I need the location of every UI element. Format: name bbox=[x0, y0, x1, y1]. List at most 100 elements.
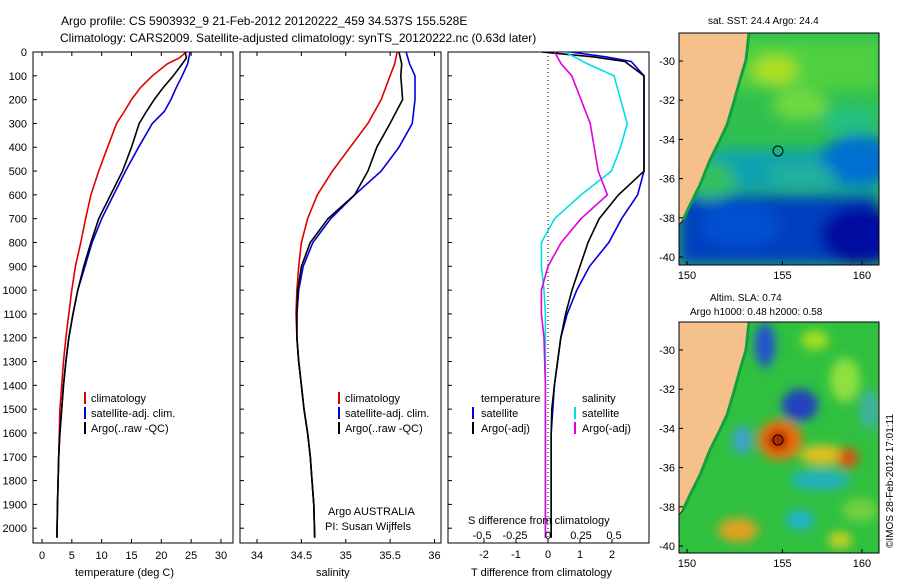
lat-tick-label: -36 bbox=[659, 174, 675, 186]
depth-tick-label: 500 bbox=[9, 166, 27, 178]
sst-map-title: sat. SST: 24.4 Argo: 24.4 bbox=[708, 16, 819, 27]
difference-panel-frame bbox=[447, 51, 650, 544]
s-tick-label: 0.5 bbox=[606, 530, 621, 542]
sla-argo-marker bbox=[772, 434, 784, 446]
s-tick-label: -0.25 bbox=[502, 530, 527, 542]
sla-map-frame bbox=[678, 321, 880, 554]
lat-tick-label: -38 bbox=[659, 502, 675, 514]
legend-temperature-title: temperature bbox=[481, 393, 540, 405]
temperature-panel-frame bbox=[32, 51, 234, 544]
depth-tick-label: 1700 bbox=[3, 452, 27, 464]
depth-tick-label: 700 bbox=[9, 214, 27, 226]
annotation-argo-australia: Argo AUSTRALIA bbox=[328, 506, 415, 518]
x-tick-label: 25 bbox=[185, 550, 197, 562]
lat-tick-label: -40 bbox=[659, 252, 675, 264]
sla-map-field bbox=[679, 322, 879, 553]
lon-tick-label: 160 bbox=[853, 558, 871, 570]
x-tick-label: 20 bbox=[155, 550, 167, 562]
sla-map-ticks: 150 155 160 -30 -32 -34 -36 -38 -40 bbox=[659, 345, 871, 570]
salinity-legend: climatology satellite-adj. clim. Argo(..… bbox=[338, 392, 429, 435]
s-difference-xlabel: S difference from climatology bbox=[468, 515, 610, 527]
title-line-1: Argo profile: CS 5903932_9 21-Feb-2012 2… bbox=[61, 14, 467, 28]
lat-tick-label: -30 bbox=[659, 345, 675, 357]
series-salinity-satellite bbox=[540, 52, 629, 538]
salinity-panel: 34 34.5 35 35.5 36 salinity climatology sate… bbox=[239, 51, 442, 579]
x-tick-label: 30 bbox=[215, 550, 227, 562]
x-tick-label: 2 bbox=[609, 549, 615, 561]
sst-map-field bbox=[679, 33, 879, 265]
x-tick-label: -1 bbox=[511, 549, 521, 561]
depth-tick-label: 600 bbox=[9, 190, 27, 202]
temperature-panel: 0 5 10 15 20 25 30 temperature (deg C) climato… bbox=[32, 51, 234, 579]
legend-satellite: satellite-adj. clim. bbox=[91, 408, 175, 420]
sla-map-title-2: Argo h1000: 0.48 h2000: 0.58 bbox=[690, 307, 823, 318]
salinity-ticks: 34 34.5 35 35.5 36 bbox=[240, 51, 441, 562]
x-tick-label: 35 bbox=[340, 550, 352, 562]
depth-tick-label: 400 bbox=[9, 142, 27, 154]
depth-tick-label: 2000 bbox=[3, 523, 27, 535]
legend-t-satellite: satellite bbox=[481, 408, 518, 420]
temperature-legend: climatology satellite-adj. clim. Argo(..… bbox=[84, 392, 175, 435]
depth-tick-label: 1500 bbox=[3, 404, 27, 416]
series-argo bbox=[56, 51, 188, 538]
sla-map-title-1: Altim. SLA: 0.74 bbox=[710, 293, 782, 304]
lat-tick-label: -36 bbox=[659, 463, 675, 475]
sst-map: sat. SST: 24.4 Argo: 24.4 150 155 160 -30 bbox=[659, 16, 880, 282]
sla-map: Altim. SLA: 0.74 Argo h1000: 0.48 h2000:… bbox=[659, 293, 880, 570]
lat-tick-label: -38 bbox=[659, 213, 675, 225]
x-tick-label: 10 bbox=[96, 550, 108, 562]
x-tick-label: 36 bbox=[428, 550, 440, 562]
depth-tick-label: 1400 bbox=[3, 380, 27, 392]
sst-argo-marker bbox=[772, 145, 784, 157]
depth-tick-label: 300 bbox=[9, 118, 27, 130]
lat-tick-label: -34 bbox=[659, 134, 675, 146]
difference-ticks: -2 -1 0 1 2 -0.5 -0.25 0 0.25 0.5 bbox=[448, 51, 622, 561]
x-tick-label: 0 bbox=[545, 549, 551, 561]
series-climatology bbox=[56, 51, 187, 538]
legend-satellite: satellite-adj. clim. bbox=[345, 408, 429, 420]
depth-tick-label: 1000 bbox=[3, 285, 27, 297]
x-tick-label: 5 bbox=[69, 550, 75, 562]
lon-tick-label: 155 bbox=[773, 558, 791, 570]
series-argo bbox=[296, 51, 404, 538]
lon-tick-label: 150 bbox=[678, 270, 696, 282]
s-tick-label: -0.5 bbox=[473, 530, 492, 542]
legend-climatology: climatology bbox=[91, 393, 147, 405]
depth-tick-label: 800 bbox=[9, 237, 27, 249]
x-tick-label: 34 bbox=[251, 550, 263, 562]
depth-tick-label: 1300 bbox=[3, 357, 27, 369]
salinity-panel-frame bbox=[239, 51, 442, 544]
difference-legend: temperature satellite Argo(-adj) salinit… bbox=[472, 393, 631, 435]
x-tick-label: 35.5 bbox=[379, 550, 400, 562]
depth-tick-label: 200 bbox=[9, 95, 27, 107]
legend-s-satellite: satellite bbox=[582, 408, 619, 420]
difference-lines bbox=[540, 52, 645, 538]
title-line-2: Climatology: CARS2009. Satellite-adjuste… bbox=[60, 31, 536, 45]
x-tick-label: 0 bbox=[39, 550, 45, 562]
depth-tick-label: 1100 bbox=[3, 309, 27, 321]
legend-argo: Argo(..raw -QC) bbox=[91, 423, 169, 435]
legend-s-argo: Argo(-adj) bbox=[582, 423, 631, 435]
salinity-lines bbox=[295, 51, 416, 538]
series-salinity-argo bbox=[540, 52, 609, 538]
sst-map-frame bbox=[678, 32, 880, 266]
depth-tick-label: 1200 bbox=[3, 333, 27, 345]
difference-panel: -2 -1 0 1 2 -0.5 -0.25 0 0.25 0.5 S difference fr… bbox=[447, 51, 650, 579]
depth-tick-label: 0 bbox=[21, 47, 27, 59]
s-tick-label: 0 bbox=[545, 530, 551, 542]
x-tick-label: 15 bbox=[125, 550, 137, 562]
x-tick-label: 1 bbox=[577, 549, 583, 561]
lat-tick-label: -30 bbox=[659, 56, 675, 68]
x-tick-label: -2 bbox=[479, 549, 489, 561]
lon-tick-label: 155 bbox=[773, 270, 791, 282]
t-difference-xlabel: T difference from climatology bbox=[471, 567, 612, 579]
x-tick-label: 34.5 bbox=[291, 550, 312, 562]
depth-tick-label: 100 bbox=[9, 71, 27, 83]
lat-tick-label: -32 bbox=[659, 384, 675, 396]
legend-argo: Argo(..raw -QC) bbox=[345, 423, 423, 435]
temperature-ticks: 0 5 10 15 20 25 30 bbox=[33, 51, 227, 562]
s-tick-label: 0.25 bbox=[570, 530, 591, 542]
imos-credit: ©IMOS 28-Feb-2012 17:01:11 bbox=[885, 414, 896, 548]
legend-climatology: climatology bbox=[345, 393, 401, 405]
depth-tick-label: 900 bbox=[9, 261, 27, 273]
